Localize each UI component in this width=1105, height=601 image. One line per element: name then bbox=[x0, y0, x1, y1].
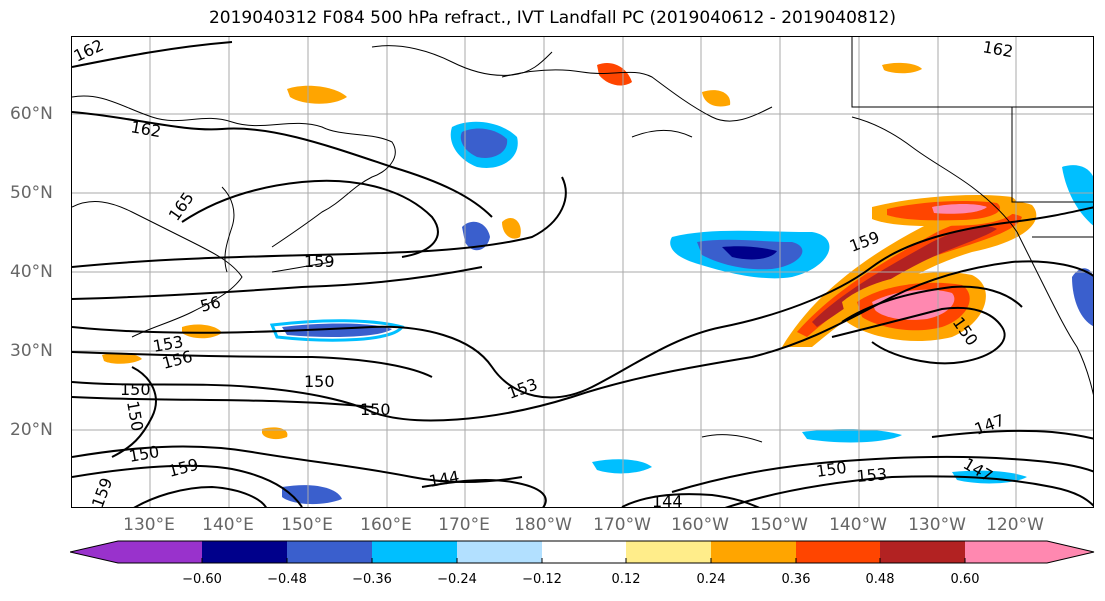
colorbar-tick-label: 0.24 bbox=[696, 572, 726, 587]
contour-label: 144 bbox=[652, 492, 683, 508]
contour-label: 150 bbox=[360, 400, 391, 419]
contour-label: 150 bbox=[127, 442, 160, 466]
contour-label: 159 bbox=[88, 475, 116, 508]
map-title: 2019040312 F084 500 hPa refract., IVT La… bbox=[208, 8, 896, 28]
contour-label: 150 bbox=[120, 380, 151, 399]
lon-label: 150°W bbox=[750, 515, 808, 535]
lon-label: 130°E bbox=[123, 515, 175, 535]
lon-label: 160°E bbox=[360, 515, 412, 535]
lon-label: 130°W bbox=[908, 515, 966, 535]
contour-label: 162 bbox=[129, 117, 162, 141]
contour-label: 150 bbox=[304, 372, 335, 391]
lat-label-50n: 50°N bbox=[10, 183, 53, 203]
lat-label-30n: 30°N bbox=[10, 341, 53, 361]
colorbar-segment bbox=[287, 541, 372, 563]
lon-label: 150°E bbox=[281, 515, 333, 535]
lat-label-40n: 40°N bbox=[10, 262, 53, 282]
colorbar-tick-label: −0.60 bbox=[182, 572, 222, 587]
colorbar-tick-label: −0.12 bbox=[522, 572, 562, 587]
lat-label-60n: 60°N bbox=[10, 104, 53, 124]
contour-label: 153 bbox=[505, 374, 540, 402]
colorbar-segment bbox=[965, 541, 1094, 563]
colorbar-segment bbox=[202, 541, 287, 563]
colorbar bbox=[70, 540, 1095, 564]
contour-label: 159 bbox=[847, 227, 882, 255]
shading-layer bbox=[102, 62, 1093, 505]
contour-label: 162 bbox=[981, 37, 1014, 61]
colorbar-tick-label: −0.24 bbox=[437, 572, 477, 587]
contour-label: 159 bbox=[304, 252, 335, 271]
colorbar-tick-label: 0.12 bbox=[611, 572, 641, 587]
coastlines bbox=[72, 37, 1093, 443]
map-panel: 162 162 162 165 159 159 56 153 156 150 1… bbox=[71, 36, 1094, 508]
graticule bbox=[72, 37, 1093, 507]
height-contours bbox=[72, 41, 1093, 507]
contour-label: 144 bbox=[427, 467, 460, 491]
colorbar-tick-label: −0.36 bbox=[352, 572, 392, 587]
contour-label: 165 bbox=[165, 188, 198, 224]
lon-label: 120°W bbox=[986, 515, 1044, 535]
contour-label: 150 bbox=[815, 458, 848, 481]
colorbar-segment bbox=[542, 541, 626, 563]
lon-label: 160°W bbox=[671, 515, 729, 535]
map-canvas: 162 162 162 165 159 159 56 153 156 150 1… bbox=[72, 37, 1093, 508]
lat-label-20n: 20°N bbox=[10, 420, 53, 440]
colorbar-segment bbox=[796, 541, 880, 563]
contour-label: 147 bbox=[972, 410, 1007, 438]
colorbar-segment bbox=[626, 541, 711, 563]
colorbar-segment bbox=[70, 541, 202, 563]
lon-label: 180°W bbox=[514, 515, 572, 535]
colorbar-tick-label: 0.36 bbox=[781, 572, 811, 587]
colorbar-segment bbox=[880, 541, 965, 563]
colorbar-segment bbox=[457, 541, 542, 563]
contour-label: 153 bbox=[856, 464, 888, 486]
contour-label: 159 bbox=[166, 455, 200, 481]
colorbar-segment bbox=[372, 541, 457, 563]
lon-label: 170°W bbox=[593, 515, 651, 535]
lon-label: 170°E bbox=[438, 515, 490, 535]
colorbar-tick-label: 0.60 bbox=[950, 572, 980, 587]
contour-label: 150 bbox=[123, 399, 147, 432]
colorbar-tick-label: 0.48 bbox=[865, 572, 895, 587]
contour-label: 56 bbox=[198, 292, 223, 316]
lon-label: 140°E bbox=[202, 515, 254, 535]
colorbar-segment bbox=[711, 541, 796, 563]
colorbar-tick-label: −0.48 bbox=[267, 572, 307, 587]
lon-label: 140°W bbox=[829, 515, 887, 535]
